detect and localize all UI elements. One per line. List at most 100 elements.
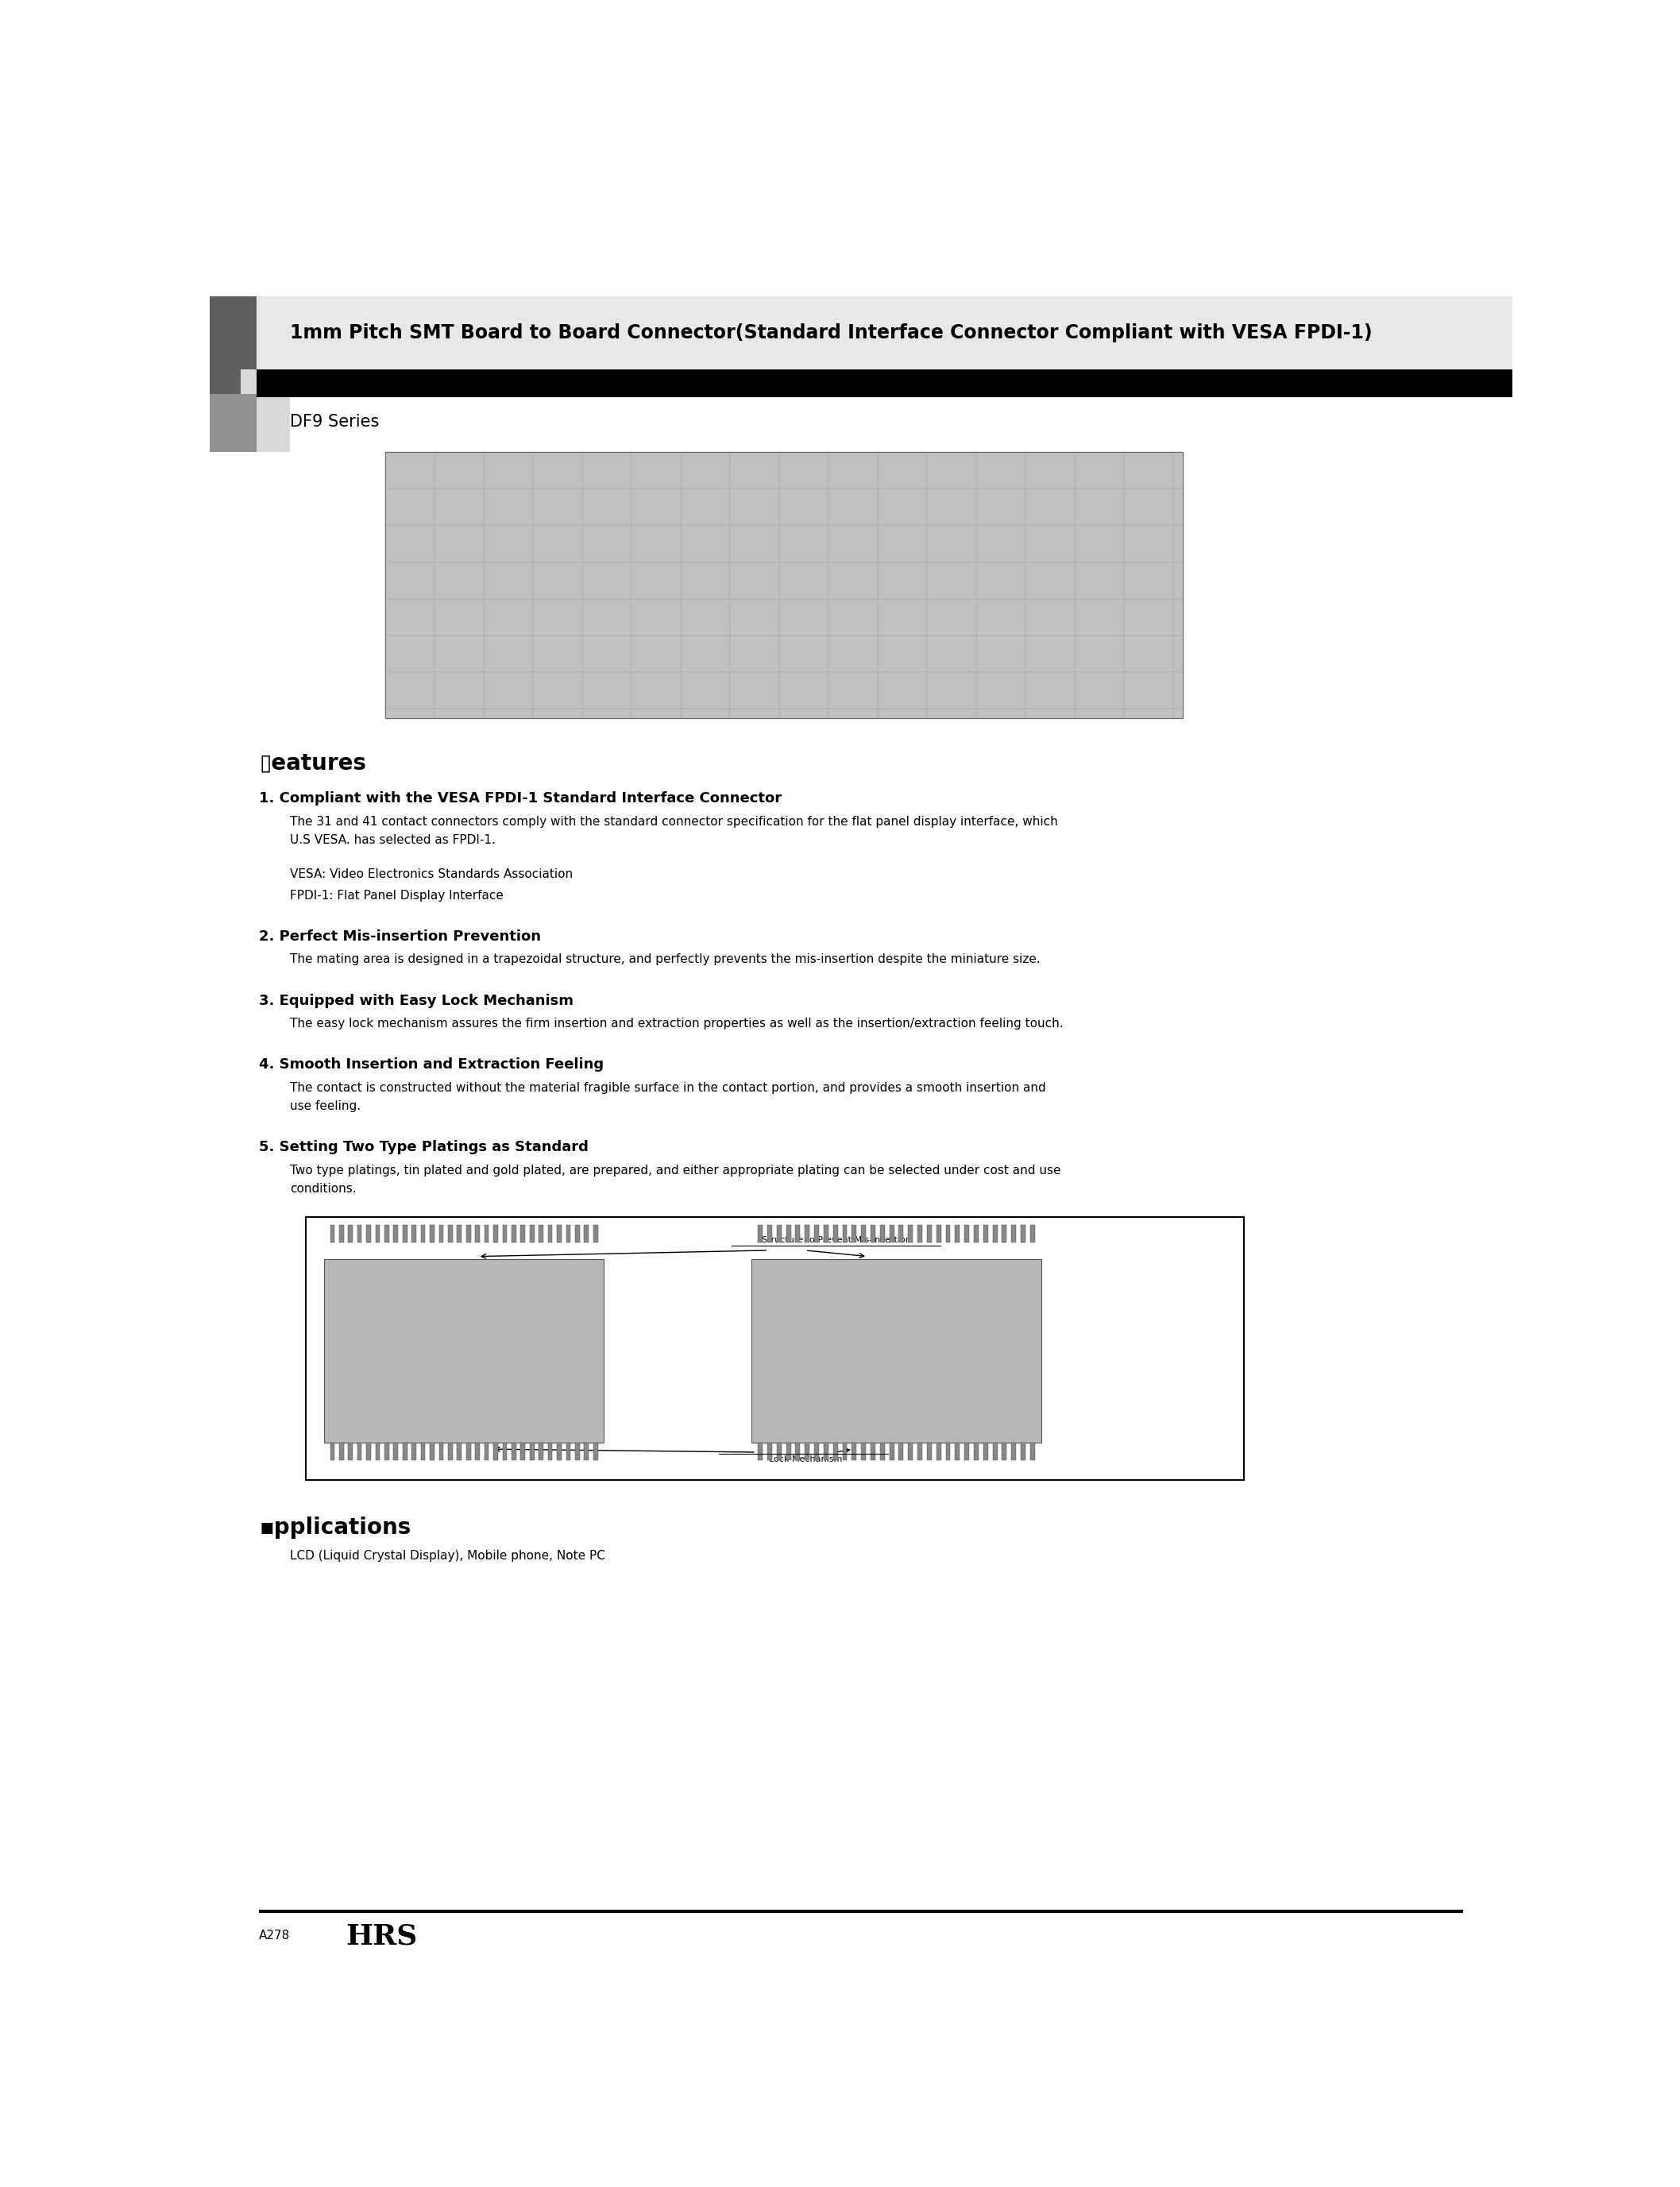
Bar bbox=[420, 1225, 425, 1242]
Bar bbox=[438, 1225, 444, 1242]
Bar bbox=[255, 370, 1512, 398]
Bar bbox=[805, 1443, 810, 1461]
Bar bbox=[457, 1443, 462, 1461]
Bar bbox=[339, 1443, 344, 1461]
Bar bbox=[993, 1225, 998, 1242]
Bar bbox=[927, 1225, 932, 1242]
Bar bbox=[475, 1443, 480, 1461]
Bar bbox=[889, 1443, 894, 1461]
Bar bbox=[956, 1443, 959, 1461]
Bar bbox=[420, 1443, 425, 1461]
Bar bbox=[880, 1443, 885, 1461]
Text: 2. Perfect Mis-insertion Prevention: 2. Perfect Mis-insertion Prevention bbox=[259, 929, 541, 943]
Text: 1. Compliant with the VESA FPDI-1 Standard Interface Connector: 1. Compliant with the VESA FPDI-1 Standa… bbox=[259, 792, 781, 805]
Bar bbox=[1001, 1443, 1006, 1461]
Bar bbox=[842, 1225, 847, 1242]
Bar bbox=[946, 1443, 951, 1461]
Bar bbox=[833, 1443, 838, 1461]
Bar bbox=[870, 1225, 875, 1242]
Bar bbox=[974, 1225, 978, 1242]
Bar bbox=[329, 1225, 334, 1242]
Text: The mating area is designed in a trapezoidal structure, and perfectly prevents t: The mating area is designed in a trapezo… bbox=[291, 954, 1040, 967]
Bar bbox=[880, 1225, 885, 1242]
Bar bbox=[1011, 1225, 1016, 1242]
Text: 5. Setting Two Type Platings as Standard: 5. Setting Two Type Platings as Standard bbox=[259, 1139, 588, 1155]
Bar bbox=[823, 1225, 828, 1242]
Bar bbox=[974, 1443, 978, 1461]
Bar bbox=[210, 295, 1512, 370]
Bar bbox=[393, 1443, 398, 1461]
Bar bbox=[548, 1225, 553, 1242]
Bar bbox=[494, 1225, 497, 1242]
Text: The easy lock mechanism assures the firm insertion and extraction properties as : The easy lock mechanism assures the firm… bbox=[291, 1017, 1063, 1030]
Bar bbox=[210, 295, 255, 394]
Bar bbox=[467, 1225, 470, 1242]
Bar bbox=[566, 1443, 571, 1461]
Text: Structure to Prevent Mis-insertion: Structure to Prevent Mis-insertion bbox=[761, 1236, 911, 1244]
Bar bbox=[862, 1225, 865, 1242]
Bar bbox=[964, 1443, 969, 1461]
Bar bbox=[521, 1443, 526, 1461]
Bar bbox=[1030, 1225, 1035, 1242]
Bar bbox=[815, 1443, 818, 1461]
Bar bbox=[529, 1443, 534, 1461]
Text: conditions.: conditions. bbox=[291, 1183, 356, 1194]
Bar bbox=[475, 1225, 480, 1242]
Text: 4. Smooth Insertion and Extraction Feeling: 4. Smooth Insertion and Extraction Feeli… bbox=[259, 1059, 605, 1072]
Bar bbox=[457, 1225, 462, 1242]
Bar bbox=[909, 1225, 912, 1242]
Text: VESA: Video Electronics Standards Association: VESA: Video Electronics Standards Associ… bbox=[291, 868, 573, 879]
Bar bbox=[467, 1443, 470, 1461]
Bar bbox=[585, 1225, 588, 1242]
Bar bbox=[758, 1443, 763, 1461]
Bar bbox=[852, 1443, 857, 1461]
Text: ▯eatures: ▯eatures bbox=[259, 752, 366, 774]
Bar bbox=[348, 1225, 353, 1242]
Bar bbox=[339, 1225, 344, 1242]
Bar bbox=[1001, 1225, 1006, 1242]
Bar bbox=[306, 1216, 1245, 1481]
Bar bbox=[889, 1225, 894, 1242]
Bar bbox=[909, 1443, 912, 1461]
Bar bbox=[329, 1443, 334, 1461]
Text: FPDI-1: Flat Panel Display Interface: FPDI-1: Flat Panel Display Interface bbox=[291, 890, 504, 901]
Bar bbox=[852, 1225, 857, 1242]
Bar bbox=[585, 1443, 588, 1461]
Bar bbox=[1030, 1443, 1035, 1461]
Text: HRS: HRS bbox=[346, 1922, 417, 1951]
Bar bbox=[575, 1443, 580, 1461]
Bar bbox=[412, 1225, 417, 1242]
Bar bbox=[786, 1225, 791, 1242]
Text: 3. Equipped with Easy Lock Mechanism: 3. Equipped with Easy Lock Mechanism bbox=[259, 993, 575, 1008]
Bar bbox=[964, 1225, 969, 1242]
Bar bbox=[393, 1225, 398, 1242]
Bar bbox=[593, 1225, 598, 1242]
Bar bbox=[412, 1443, 417, 1461]
Text: DF9 Series: DF9 Series bbox=[291, 413, 380, 429]
Bar bbox=[1021, 1443, 1025, 1461]
Bar bbox=[751, 1260, 1042, 1443]
Bar bbox=[993, 1443, 998, 1461]
Bar bbox=[558, 1443, 561, 1461]
Text: Two type platings, tin plated and gold plated, are prepared, and either appropri: Two type platings, tin plated and gold p… bbox=[291, 1166, 1062, 1177]
Bar bbox=[403, 1225, 407, 1242]
Text: U.S VESA. has selected as FPDI-1.: U.S VESA. has selected as FPDI-1. bbox=[291, 835, 496, 846]
Bar bbox=[795, 1443, 800, 1461]
Bar bbox=[936, 1225, 941, 1242]
Bar bbox=[529, 1225, 534, 1242]
Bar bbox=[862, 1443, 865, 1461]
Bar bbox=[358, 1443, 361, 1461]
Text: Lock Mechanism: Lock Mechanism bbox=[768, 1454, 842, 1463]
Bar bbox=[539, 1443, 543, 1461]
Text: 1mm Pitch SMT Board to Board Connector(Standard Interface Connector Compliant wi: 1mm Pitch SMT Board to Board Connector(S… bbox=[291, 324, 1373, 343]
Text: use feeling.: use feeling. bbox=[291, 1100, 361, 1113]
Bar bbox=[558, 1225, 561, 1242]
Bar bbox=[512, 1225, 516, 1242]
Text: The contact is constructed without the material fragible surface in the contact : The contact is constructed without the m… bbox=[291, 1083, 1047, 1094]
Text: ▪pplications: ▪pplications bbox=[259, 1516, 412, 1540]
Bar bbox=[494, 1443, 497, 1461]
Bar bbox=[899, 1225, 904, 1242]
Bar bbox=[917, 1225, 922, 1242]
Bar bbox=[936, 1443, 941, 1461]
Bar bbox=[927, 1443, 932, 1461]
